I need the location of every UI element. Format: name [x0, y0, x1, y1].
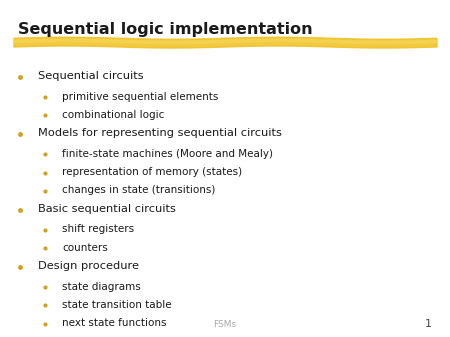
- Text: Sequential logic implementation: Sequential logic implementation: [18, 22, 313, 37]
- Text: Sequential circuits: Sequential circuits: [38, 71, 144, 81]
- Text: finite-state machines (Moore and Mealy): finite-state machines (Moore and Mealy): [62, 149, 273, 159]
- Text: Design procedure: Design procedure: [38, 261, 139, 271]
- Text: FSMs: FSMs: [213, 319, 237, 329]
- Text: representation of memory (states): representation of memory (states): [62, 167, 242, 177]
- Text: state transition table: state transition table: [62, 300, 172, 310]
- Text: state diagrams: state diagrams: [62, 282, 141, 292]
- Text: primitive sequential elements: primitive sequential elements: [62, 92, 219, 102]
- Text: 1: 1: [425, 318, 432, 329]
- Text: Basic sequential circuits: Basic sequential circuits: [38, 204, 176, 214]
- Text: Models for representing sequential circuits: Models for representing sequential circu…: [38, 128, 282, 138]
- Text: counters: counters: [62, 243, 108, 253]
- Text: shift registers: shift registers: [62, 224, 134, 235]
- Text: combinational logic: combinational logic: [62, 110, 165, 120]
- Text: next state functions: next state functions: [62, 318, 166, 328]
- Text: changes in state (transitions): changes in state (transitions): [62, 185, 216, 195]
